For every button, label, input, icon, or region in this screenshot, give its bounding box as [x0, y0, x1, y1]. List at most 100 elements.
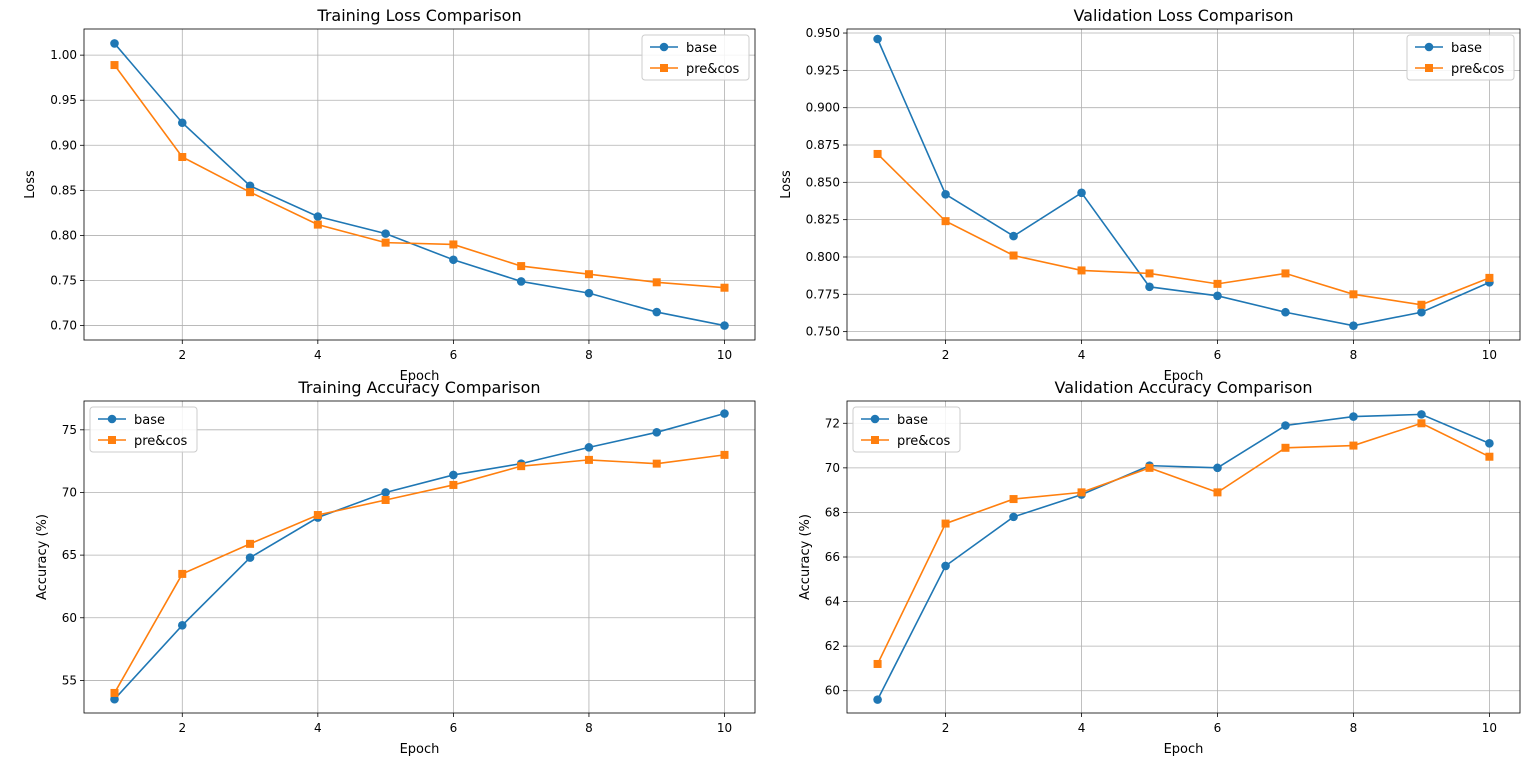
validation-loss-y-tick-label: 0.950: [806, 26, 840, 40]
training-accuracy-legend: base pre&cos: [89, 406, 198, 453]
validation-loss-point-base: [941, 189, 950, 199]
training-loss-point-pre-cos: [178, 153, 187, 162]
training-loss-point-base: [245, 181, 255, 191]
validation-loss-legend: base pre&cos: [1406, 34, 1515, 81]
training-accuracy-point-base: [110, 694, 119, 704]
training-loss-series-line-base: [113, 42, 725, 327]
validation-accuracy-legend: base pre&cos: [852, 406, 961, 453]
training-accuracy-y-tick-label: 55: [62, 673, 77, 687]
validation-loss-legend-marker-pre-cos: [1425, 64, 1433, 72]
validation-accuracy-point-pre-cos: [1077, 488, 1086, 497]
training-accuracy-y-axis-label: Accuracy (%): [35, 514, 50, 600]
validation-loss-y-tick-label: 0.875: [806, 138, 840, 152]
training-accuracy-x-tick-label: 2: [178, 721, 186, 735]
validation-loss-plot-area: [847, 29, 1520, 340]
validation-accuracy-point-pre-cos: [1281, 443, 1290, 452]
training-accuracy-point-pre-cos: [517, 462, 526, 471]
validation-loss-x-tick-label: 8: [1350, 348, 1358, 362]
training-loss-x-tick-label: 2: [178, 348, 186, 362]
validation-accuracy-point-base: [1417, 410, 1426, 419]
validation-accuracy-point-pre-cos: [1009, 495, 1018, 504]
training-loss-chart: 2 4 6 8 10 0.70 0.75 0.80 0.85 0.90 0.95 1.00 Traini…: [23, 6, 756, 384]
validation-loss-title: Validation Loss Comparison: [1073, 6, 1293, 25]
validation-accuracy-y-tick-label: 62: [825, 639, 840, 653]
validation-accuracy-y-axis-label: Accuracy (%): [798, 514, 813, 600]
validation-accuracy-point-base: [1213, 463, 1222, 473]
training-accuracy-x-tick-label: 6: [450, 721, 458, 735]
training-loss-y-tick-label: 1.00: [50, 48, 77, 62]
validation-accuracy-y-tick-label: 64: [825, 595, 840, 609]
training-accuracy-x-tick-label: 4: [314, 721, 322, 735]
training-loss-point-pre-cos: [110, 61, 119, 70]
validation-loss-y-tick-label: 0.800: [806, 250, 840, 264]
validation-accuracy-x-tick-label: 2: [942, 721, 950, 735]
training-loss-point-base: [313, 212, 323, 221]
training-loss-x-axis-label: Epoch: [400, 369, 440, 384]
training-accuracy-point-base: [720, 409, 729, 418]
validation-accuracy-legend-label-base: base: [897, 413, 928, 428]
training-loss-x-tick-label: 10: [717, 348, 732, 362]
training-accuracy-point-base: [381, 488, 390, 497]
training-accuracy-y-tick-label: 65: [62, 548, 77, 562]
validation-loss-point-pre-cos: [941, 217, 950, 226]
training-accuracy-point-pre-cos: [313, 511, 322, 520]
validation-loss-y-tick-label: 0.850: [806, 175, 840, 189]
training-accuracy-y-tick-label: 75: [62, 423, 77, 437]
validation-accuracy-point-pre-cos: [873, 659, 882, 668]
validation-accuracy-point-pre-cos: [1417, 419, 1426, 428]
validation-accuracy-point-base: [1485, 439, 1494, 448]
validation-loss-point-base: [1417, 307, 1426, 317]
training-loss-point-pre-cos: [449, 240, 458, 249]
validation-loss-x-axis-label: Epoch: [1164, 369, 1204, 384]
training-loss-y-tick-label: 0.85: [50, 183, 77, 197]
training-loss-y-tick-label: 0.70: [50, 319, 77, 333]
validation-loss-point-base: [1281, 307, 1290, 317]
training-loss-point-base: [652, 307, 662, 317]
validation-loss-point-base: [1077, 188, 1086, 198]
training-loss-point-base: [449, 255, 458, 265]
validation-accuracy-legend-marker-pre-cos: [871, 436, 879, 444]
training-accuracy-title: Training Accuracy Comparison: [297, 378, 540, 397]
training-accuracy-x-tick-label: 10: [717, 721, 732, 735]
validation-loss-point-pre-cos: [873, 149, 882, 158]
validation-loss-y-tick-label: 0.825: [806, 213, 840, 227]
validation-accuracy-point-base: [873, 695, 882, 704]
validation-loss-legend-marker-base: [1424, 42, 1434, 52]
validation-loss-point-pre-cos: [1009, 251, 1018, 260]
validation-loss-legend-label-base: base: [1451, 41, 1482, 56]
validation-loss-y-tick-label: 0.750: [806, 325, 840, 339]
validation-loss-y-axis-label: Loss: [779, 170, 794, 199]
validation-accuracy-series-line-pre-cos: [876, 422, 1490, 665]
validation-accuracy-point-pre-cos: [1213, 488, 1222, 497]
training-accuracy-point-pre-cos: [720, 450, 729, 459]
validation-loss-legend-label-pre-cos: pre&cos: [1451, 62, 1505, 77]
training-accuracy-point-base: [584, 443, 594, 452]
validation-accuracy-point-pre-cos: [1485, 452, 1494, 461]
validation-loss-y-tick-label: 0.775: [806, 287, 840, 301]
training-loss-legend: base pre&cos: [641, 34, 750, 81]
validation-loss-chart: 2 4 6 8 10 0.750 0.775 0.800 0.825 0.850 0.875 0.90…: [779, 6, 1521, 384]
training-loss-x-tick-label: 4: [314, 348, 322, 362]
training-accuracy-series-line-pre-cos: [113, 454, 725, 694]
validation-accuracy-x-tick-label: 4: [1078, 721, 1086, 735]
validation-loss-point-base: [1213, 291, 1222, 301]
training-loss-axes-frame: [83, 28, 756, 341]
training-loss-plot-area: [84, 29, 755, 340]
validation-accuracy-y-tick-label: 68: [825, 505, 840, 519]
training-loss-y-tick-label: 0.75: [50, 274, 77, 288]
training-loss-point-base: [381, 229, 390, 238]
training-loss-point-base: [720, 321, 729, 330]
training-accuracy-y-tick-label: 70: [62, 485, 77, 499]
validation-accuracy-point-base: [1009, 512, 1018, 522]
validation-accuracy-point-base: [1281, 421, 1290, 430]
training-accuracy-legend-label-pre-cos: pre&cos: [134, 434, 188, 449]
validation-loss-point-pre-cos: [1281, 269, 1290, 278]
training-accuracy-axes-frame: [83, 400, 756, 714]
validation-loss-x-tick-label: 10: [1482, 348, 1497, 362]
training-accuracy-point-base: [652, 428, 662, 437]
training-loss-title: Training Loss Comparison: [316, 6, 521, 25]
training-loss-y-axis-label: Loss: [23, 170, 38, 199]
training-loss-point-pre-cos: [381, 238, 390, 247]
training-accuracy-x-axis-label: Epoch: [400, 742, 440, 757]
